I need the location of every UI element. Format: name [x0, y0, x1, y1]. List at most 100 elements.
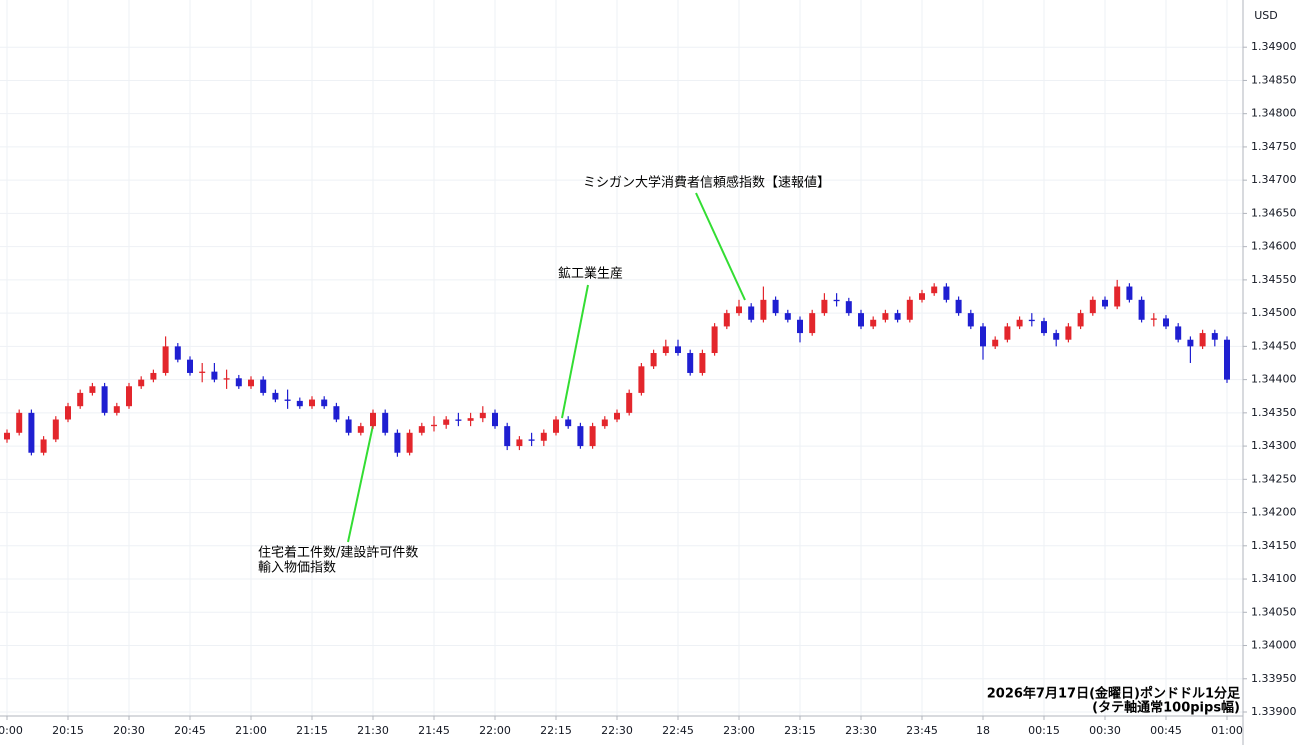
y-tick-label: 1.34550 [1251, 273, 1297, 286]
candle-body [601, 419, 608, 427]
candle-body [662, 346, 669, 354]
x-tick-label: 20:45 [174, 724, 206, 737]
candle-body [1211, 333, 1218, 340]
candle-body [772, 299, 779, 314]
candle-body [406, 432, 413, 453]
caption: (タテ軸通常100pips幅) [1092, 700, 1240, 716]
annotation: ミシガン大学消費者信頼感指数【速報値】 [583, 175, 830, 191]
candle-body [906, 299, 913, 320]
candle-body [284, 399, 291, 401]
x-tick-label: 21:30 [357, 724, 389, 737]
candle-body [235, 378, 242, 387]
candle-body [797, 319, 803, 334]
candle-body [675, 346, 681, 354]
candle-body [199, 371, 206, 373]
annotation: 輸入物価指数 [258, 561, 336, 576]
candle-body [260, 379, 267, 393]
candle-body [1150, 318, 1157, 320]
x-tick-label: 20:15 [52, 724, 84, 737]
x-tick-label: 00:30 [1089, 724, 1121, 737]
y-tick-label: 1.34000 [1251, 639, 1297, 652]
candle-body [1028, 319, 1035, 322]
candle-body [748, 306, 755, 320]
y-tick-label: 1.33900 [1251, 705, 1297, 718]
x-tick-label: 22:30 [601, 724, 633, 737]
x-tick-label: 20:00 [0, 724, 23, 737]
x-tick-label: 01:00 [1211, 724, 1243, 737]
candle-body [28, 412, 35, 453]
y-tick-label: 1.34600 [1251, 240, 1297, 253]
x-tick-label: 23:15 [784, 724, 816, 737]
candle-body [1102, 299, 1108, 307]
annotation-line [347, 415, 376, 543]
y-tick-label: 1.34850 [1251, 73, 1297, 86]
candle-body [138, 379, 145, 387]
candle-body [638, 366, 645, 393]
candle-body [101, 386, 108, 413]
candle-body [1077, 313, 1084, 327]
candle-body [711, 326, 718, 354]
candle-body [65, 406, 71, 420]
candles [4, 279, 1230, 457]
candle-body [52, 419, 59, 440]
x-tick-label: 23:30 [845, 724, 877, 737]
candle-body [357, 426, 364, 433]
candle-body [1089, 299, 1096, 314]
candle-body [821, 299, 828, 314]
y-tick-label: 1.34500 [1251, 306, 1297, 319]
y-tick-label: 1.34300 [1251, 439, 1297, 452]
candle-body [565, 419, 572, 427]
caption: 2026年7月17日(金曜日)ポンドドル1分足 [987, 686, 1241, 702]
candle-body [309, 399, 315, 407]
candle-body [699, 353, 706, 373]
y-tick-label: 1.34050 [1251, 605, 1297, 618]
annotation-line [695, 192, 746, 301]
y-tick-label: 1.34450 [1251, 339, 1297, 352]
candle-body [443, 419, 450, 425]
y-tick-label: 1.34100 [1251, 572, 1297, 585]
y-tick-label: 1.34250 [1251, 472, 1297, 485]
candle-body [516, 439, 523, 447]
candle-body [626, 392, 633, 413]
candle-body [492, 412, 498, 427]
x-tick-label: 00:45 [1150, 724, 1182, 737]
candle-body [650, 353, 657, 367]
candle-body [528, 439, 535, 441]
y-tick-label: 1.34700 [1251, 173, 1297, 186]
candle-body [296, 400, 303, 407]
candle-body [187, 359, 193, 373]
candle-body [418, 426, 425, 433]
annotation: 住宅着工件数/建設許可件数 [258, 545, 418, 561]
y-tick-label: 1.34750 [1251, 140, 1297, 153]
candle-body [614, 412, 620, 420]
candle-body [870, 319, 877, 327]
x-tick-label: 21:15 [296, 724, 328, 737]
candle-body [150, 372, 157, 380]
grid [0, 0, 1243, 716]
candle-body [4, 432, 10, 440]
candle-body [589, 426, 596, 447]
y-tick-label: 1.34350 [1251, 406, 1297, 419]
candle-body [345, 419, 352, 433]
y-tick-label: 1.34200 [1251, 506, 1297, 519]
candle-body [553, 419, 559, 433]
currency-label: USD [1254, 9, 1278, 22]
candle-body [845, 301, 852, 314]
candle-body [723, 313, 730, 327]
candle-body [431, 424, 437, 427]
y-tick-label: 1.34150 [1251, 539, 1297, 552]
candle-body [467, 418, 474, 421]
candle-body [894, 313, 901, 320]
candle-body [1138, 299, 1145, 320]
candle-body [321, 399, 328, 407]
candle-body [89, 386, 96, 393]
candle-body [1114, 286, 1121, 307]
candle-body [760, 299, 767, 320]
candle-body [992, 339, 999, 347]
candle-body [943, 286, 950, 300]
x-tick-label: 00:15 [1028, 724, 1060, 737]
candle-body [1187, 339, 1194, 347]
x-tick-label: 18 [976, 724, 990, 737]
candle-body [540, 432, 547, 441]
